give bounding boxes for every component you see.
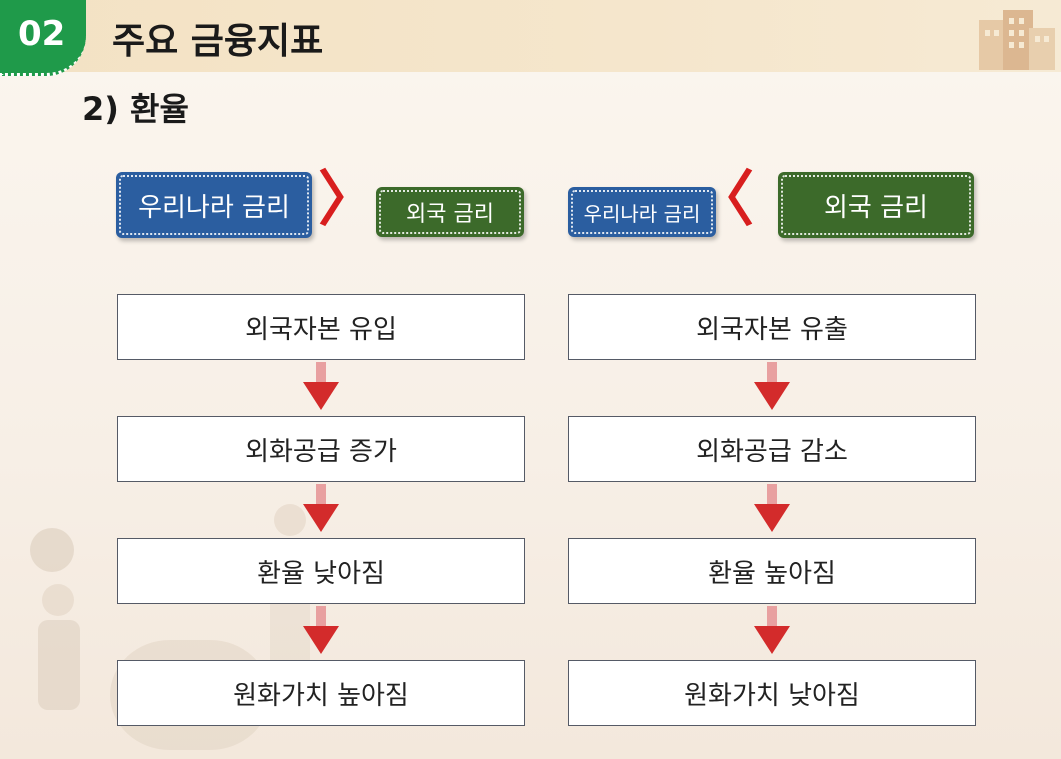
down-arrow-icon [754, 484, 790, 532]
down-arrow-icon [754, 606, 790, 654]
section-badge: 02 [0, 0, 86, 76]
left-greater-than-icon: 〉 [318, 165, 378, 235]
right-step-2: 외화공급 감소 [568, 416, 976, 482]
right-step-1: 외국자본 유출 [568, 294, 976, 360]
building-icon [979, 10, 1055, 70]
down-arrow-icon [303, 606, 339, 654]
left-foreign-rate-tag: 외국 금리 [376, 187, 524, 237]
down-arrow-icon [303, 362, 339, 410]
section-number: 02 [18, 14, 66, 54]
right-step-3: 환율 높아짐 [568, 538, 976, 604]
down-arrow-icon [754, 362, 790, 410]
right-step-4: 원화가치 낮아짐 [568, 660, 976, 726]
header-bar [0, 0, 1061, 72]
down-arrow-icon [303, 484, 339, 532]
right-foreign-rate-tag: 외국 금리 [778, 172, 974, 238]
section-subtitle: 2) 환율 [82, 90, 189, 128]
left-domestic-rate-label: 우리나라 금리 [138, 192, 290, 223]
right-foreign-rate-label: 외국 금리 [824, 192, 928, 223]
right-domestic-rate-label: 우리나라 금리 [583, 201, 701, 226]
right-less-than-icon: 〈 [694, 165, 754, 235]
left-foreign-rate-label: 외국 금리 [406, 202, 494, 227]
left-step-2: 외화공급 증가 [117, 416, 525, 482]
left-step-1: 외국자본 유입 [117, 294, 525, 360]
left-domestic-rate-tag: 우리나라 금리 [116, 172, 312, 238]
left-step-3: 환율 낮아짐 [117, 538, 525, 604]
left-step-4: 원화가치 높아짐 [117, 660, 525, 726]
right-domestic-rate-tag: 우리나라 금리 [568, 187, 716, 237]
page-title: 주요 금융지표 [112, 21, 324, 62]
